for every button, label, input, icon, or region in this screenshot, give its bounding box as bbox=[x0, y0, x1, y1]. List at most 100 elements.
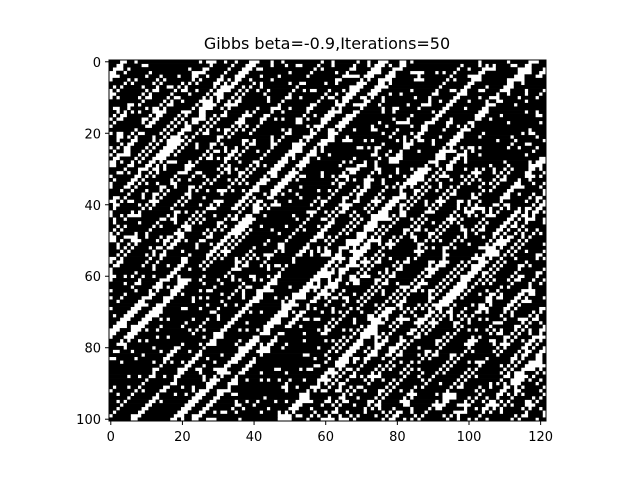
heatmap-cell-run bbox=[323, 60, 332, 64]
heatmap-cell-run bbox=[445, 335, 450, 340]
heatmap-cell-run bbox=[506, 367, 511, 372]
heatmap-cell-run bbox=[144, 149, 149, 154]
heatmap-cell-run bbox=[510, 60, 529, 64]
heatmap-cell-run bbox=[126, 324, 131, 329]
heatmap-cell-run bbox=[352, 227, 364, 232]
heatmap-cell-run bbox=[341, 185, 357, 190]
y-tick-label: 0 bbox=[93, 56, 101, 71]
heatmap-cell-run bbox=[395, 270, 421, 275]
heatmap-cell-run bbox=[237, 145, 246, 150]
heatmap-cell-run bbox=[460, 328, 468, 332]
heatmap-cell-run bbox=[166, 185, 174, 190]
heatmap-cell-run bbox=[263, 85, 296, 89]
heatmap-cell-run bbox=[417, 313, 425, 318]
heatmap-cell-run bbox=[388, 60, 400, 64]
heatmap-cell-run bbox=[151, 163, 156, 168]
heatmap-cell-run bbox=[359, 356, 364, 361]
heatmap-cell-run bbox=[427, 181, 439, 186]
heatmap-cell-run bbox=[112, 213, 121, 218]
heatmap-cell-run bbox=[288, 388, 307, 393]
heatmap-cell-run bbox=[320, 295, 325, 300]
heatmap-cell-run bbox=[524, 406, 529, 411]
heatmap-cell-run bbox=[528, 238, 547, 243]
heatmap-cell-run bbox=[510, 206, 518, 211]
heatmap-cell-run bbox=[420, 195, 439, 200]
heatmap-cell-run bbox=[177, 381, 207, 386]
heatmap-cell-run bbox=[191, 192, 221, 197]
heatmap-cell-run bbox=[302, 120, 321, 125]
heatmap-cell-run bbox=[488, 288, 497, 293]
heatmap-cell-run bbox=[237, 381, 285, 386]
heatmap-cell-run bbox=[302, 117, 307, 122]
heatmap-cell-run bbox=[492, 210, 497, 215]
heatmap-cell-run bbox=[334, 95, 343, 100]
heatmap-cell-run bbox=[220, 127, 224, 132]
heatmap-cell-run bbox=[191, 177, 207, 182]
heatmap-cell-run bbox=[209, 74, 221, 79]
heatmap-cell-run bbox=[263, 378, 267, 383]
heatmap-cell-run bbox=[456, 192, 472, 197]
heatmap-cell-run bbox=[359, 270, 364, 275]
heatmap-cell-run bbox=[288, 160, 300, 164]
heatmap-cell-run bbox=[524, 274, 536, 279]
heatmap-cell-run bbox=[535, 167, 540, 172]
heatmap-cell-run bbox=[345, 395, 357, 400]
heatmap-cell-run bbox=[477, 270, 482, 275]
heatmap-cell-run bbox=[191, 217, 196, 222]
heatmap-cell-run bbox=[531, 406, 540, 411]
heatmap-cell-run bbox=[456, 381, 461, 386]
heatmap-cell-run bbox=[395, 406, 411, 411]
heatmap-cell-run bbox=[126, 281, 135, 286]
heatmap-cell-run bbox=[517, 299, 522, 304]
heatmap-cell-run bbox=[177, 152, 203, 157]
heatmap-cell-run bbox=[395, 299, 400, 304]
heatmap-cell-run bbox=[370, 260, 375, 265]
heatmap-cell-run bbox=[227, 217, 232, 222]
heatmap-cell-run bbox=[255, 245, 278, 250]
heatmap-cell-run bbox=[198, 81, 214, 86]
heatmap-cell-run bbox=[524, 338, 529, 343]
heatmap-cell-run bbox=[485, 113, 500, 118]
heatmap-cell-run bbox=[377, 281, 382, 286]
heatmap-cell-run bbox=[348, 231, 357, 236]
heatmap-cell-run bbox=[259, 338, 271, 343]
heatmap-cell-run bbox=[520, 210, 525, 215]
heatmap-cell-run bbox=[288, 224, 300, 229]
heatmap-cell-run bbox=[173, 102, 196, 107]
heatmap-cell-run bbox=[517, 224, 522, 229]
heatmap-cell-run bbox=[202, 349, 239, 354]
heatmap-cell-run bbox=[524, 292, 529, 297]
heatmap-cell-run bbox=[406, 417, 411, 422]
heatmap-cell-run bbox=[417, 288, 421, 293]
heatmap-cell-run bbox=[338, 81, 357, 86]
heatmap-cell-run bbox=[338, 235, 357, 240]
heatmap-cell-run bbox=[427, 202, 432, 207]
heatmap-cell-run bbox=[141, 220, 156, 225]
heatmap-cell-run bbox=[366, 410, 382, 415]
heatmap-cell-run bbox=[112, 260, 117, 265]
heatmap-cell-run bbox=[495, 177, 500, 182]
x-tick-label: 120 bbox=[528, 430, 553, 445]
heatmap-cell-run bbox=[499, 181, 515, 186]
heatmap-cell-run bbox=[485, 235, 493, 240]
heatmap-cell-run bbox=[470, 99, 486, 104]
heatmap-cell-run bbox=[503, 410, 525, 415]
heatmap-cell-run bbox=[431, 378, 457, 383]
heatmap-cell-run bbox=[144, 85, 156, 89]
heatmap-cell-run bbox=[370, 185, 386, 190]
heatmap-cell-run bbox=[399, 160, 429, 164]
heatmap-cell-run bbox=[531, 127, 547, 132]
heatmap-cell-run bbox=[470, 317, 479, 322]
heatmap-cell-run bbox=[438, 117, 450, 122]
heatmap-cell-run bbox=[184, 385, 192, 390]
heatmap-cell-run bbox=[377, 413, 386, 418]
heatmap-cell-run bbox=[399, 413, 414, 418]
heatmap-cell-run bbox=[427, 317, 432, 322]
heatmap-cell-run bbox=[510, 399, 525, 404]
heatmap-cell-run bbox=[406, 174, 411, 179]
heatmap-cell-run bbox=[241, 417, 278, 422]
heatmap-cell-run bbox=[237, 392, 300, 397]
heatmap-cell-run bbox=[338, 285, 371, 290]
heatmap-cell-run bbox=[535, 149, 547, 154]
heatmap-cell-run bbox=[245, 235, 289, 240]
